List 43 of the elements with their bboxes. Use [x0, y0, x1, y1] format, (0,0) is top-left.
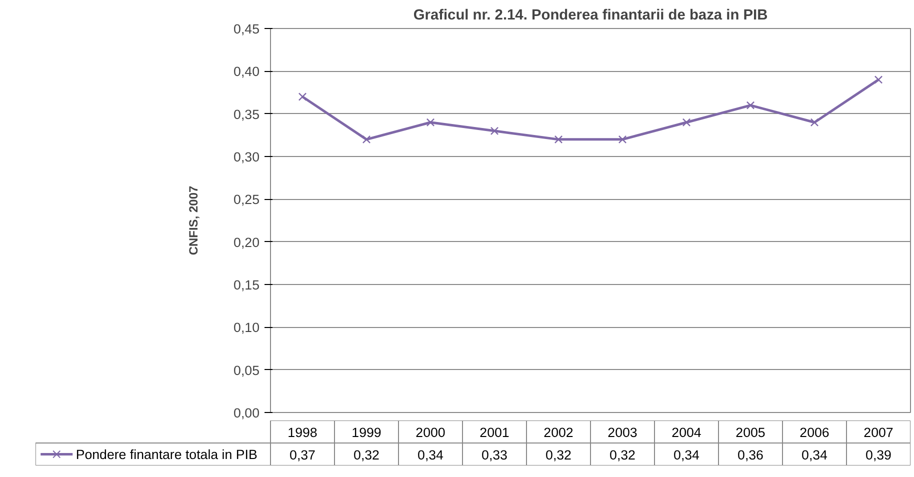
y-tick-label: 0,35: [234, 106, 260, 122]
y-tick-label: 0,30: [234, 150, 260, 164]
point: [362, 135, 371, 144]
y-tick-label: 0,20: [234, 234, 260, 250]
x-tick-label: 2000: [416, 424, 446, 440]
y-tick-label: 0,10: [234, 320, 260, 336]
point: [618, 135, 627, 144]
data-label: 0,32: [610, 447, 636, 462]
data-label: 0,32: [546, 447, 572, 462]
y-tick-label: 0,25: [234, 192, 260, 208]
x-tick-label: 2006: [800, 424, 830, 440]
chart-title: Graficul nr. 2.14. Ponderea finantarii de baza in PIB: [413, 8, 768, 24]
y-tick-label: 0,00: [234, 406, 260, 420]
data-label: 0,36: [738, 447, 764, 462]
x-tick-label: 2007: [864, 424, 894, 440]
data-label: 0,39: [866, 447, 892, 462]
point: [426, 118, 435, 126]
y-axis-title: CNFIS, 2007: [186, 185, 201, 256]
x-tick-label: 1998: [288, 424, 318, 440]
x-tick-label: 2002: [544, 424, 574, 440]
x-tick-label: 2003: [608, 424, 638, 440]
y-tick-label: 0,15: [234, 278, 260, 292]
data-label: 0,34: [674, 447, 700, 462]
y-tick-label: 0,05: [234, 362, 260, 378]
point: [554, 135, 563, 144]
x-tick-label: 2005: [736, 424, 766, 440]
y-tick-label: 0,40: [234, 64, 260, 80]
data-label: 0,32: [354, 447, 380, 462]
point: [874, 76, 883, 84]
point: [746, 101, 755, 110]
x-tick-label: 2001: [480, 424, 510, 440]
x-tick-label: 1999: [352, 424, 382, 440]
legend-label: Pondere finantare totala in PIB: [76, 446, 258, 462]
data-label: 0,34: [418, 447, 444, 462]
point: [490, 126, 499, 136]
data-label: 0,37: [290, 447, 316, 462]
point: [298, 92, 307, 101]
data-label: 0,33: [482, 447, 508, 462]
point: [810, 118, 819, 126]
y-tick-label: 0,45: [234, 22, 260, 36]
data-label: 0,34: [802, 447, 828, 462]
x-tick-label: 2004: [672, 424, 702, 440]
point: [682, 118, 691, 126]
